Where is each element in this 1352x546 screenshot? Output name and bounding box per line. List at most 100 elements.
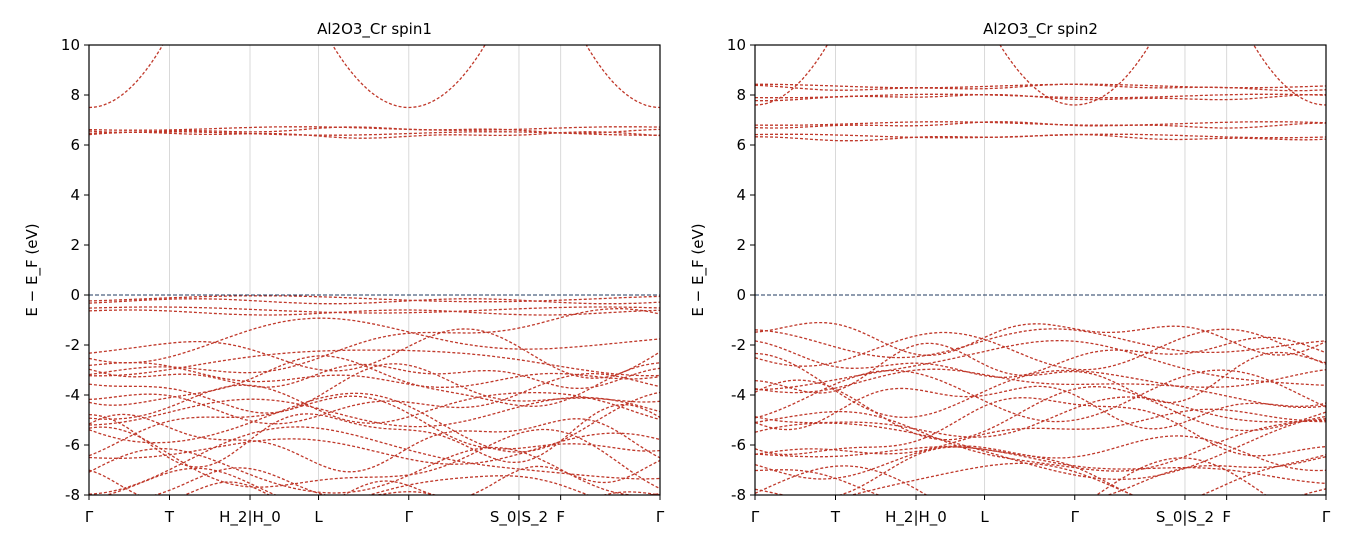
band-line [755, 45, 828, 106]
band-line [755, 397, 1326, 457]
band-line [755, 379, 1326, 441]
panel-title: Al2O3_Cr spin1 [317, 20, 432, 39]
band-line [755, 446, 1326, 485]
band-line [755, 408, 1326, 455]
y-tick-label: 2 [70, 236, 80, 254]
x-tick-label: Γ [656, 508, 665, 526]
band-line [89, 328, 660, 379]
x-axis-ticks: Γ T H_2|H_0 L Γ S_0|S_2 F Γ [751, 495, 1331, 527]
band-line [755, 410, 1326, 472]
band-line [755, 396, 1326, 438]
y-tick-label: -4 [731, 386, 746, 404]
band-line [755, 369, 1326, 423]
band-line [999, 45, 1151, 106]
band-line [755, 435, 1326, 480]
band-line [89, 363, 660, 390]
band-line [89, 361, 660, 388]
band-line [89, 404, 660, 468]
high-symmetry-lines [835, 45, 1228, 495]
band-line [89, 298, 660, 305]
band-line [89, 306, 660, 314]
y-tick-label: -2 [65, 336, 80, 354]
band-lines [755, 45, 1326, 495]
y-tick-label: 8 [70, 86, 80, 104]
panel-spin2: Al2O3_Cr spin2 10 8 6 4 2 0 -2 -4 -6 -8 Γ T H_2|H_0… [689, 20, 1331, 527]
y-tick-label: -4 [65, 386, 80, 404]
x-tick-label: F [556, 508, 565, 526]
x-axis-ticks: Γ T H_2|H_0 L Γ S_0|S_2 F Γ [85, 495, 665, 527]
band-line [89, 426, 660, 490]
y-tick-label: 10 [61, 36, 80, 54]
band-line [585, 45, 660, 109]
band-line [89, 432, 660, 465]
x-tick-label: Γ [405, 508, 414, 526]
x-tick-label: F [1222, 508, 1231, 526]
x-tick-label: S_0|S_2 [1156, 508, 1214, 527]
band-line [89, 395, 660, 457]
y-tick-label: 8 [736, 86, 746, 104]
band-line [89, 396, 660, 428]
x-tick-label: Γ [85, 508, 94, 526]
x-tick-label: Γ [751, 508, 760, 526]
y-tick-label: 0 [70, 286, 80, 304]
panel-title: Al2O3_Cr spin2 [983, 20, 1098, 39]
band-line [755, 83, 1326, 89]
band-line [89, 391, 660, 453]
band-line [755, 328, 1326, 359]
panel-spin1: Al2O3_Cr spin1 10 8 6 4 2 0 -2 -4 -6 -8 Γ T H_2|H_0… [23, 20, 665, 527]
y-tick-label: 4 [70, 186, 80, 204]
y-axis-ticks: 10 8 6 4 2 0 -2 -4 -6 -8 [61, 36, 89, 504]
band-line [755, 385, 1326, 431]
band-line [755, 368, 1326, 394]
band-line [755, 352, 1326, 419]
x-tick-label: Γ [1071, 508, 1080, 526]
band-line [89, 413, 660, 473]
y-axis-label: E − E_F (eV) [23, 223, 42, 316]
y-tick-label: 6 [736, 136, 746, 154]
band-line [331, 45, 486, 109]
y-tick-label: 0 [736, 286, 746, 304]
band-line [89, 308, 660, 376]
band-line [89, 384, 660, 424]
band-lines [89, 45, 660, 495]
axes-frame [754, 44, 1327, 496]
band-line [89, 446, 660, 495]
y-tick-label: -6 [65, 436, 80, 454]
band-line [849, 462, 1326, 495]
band-line [755, 328, 1326, 371]
band-line [755, 415, 1326, 480]
band-line [89, 355, 660, 407]
band-line [89, 317, 660, 364]
y-tick-label: -8 [731, 486, 746, 504]
band-line [89, 459, 660, 495]
band-line [755, 121, 1326, 129]
y-tick-label: 4 [736, 186, 746, 204]
y-axis-ticks: 10 8 6 4 2 0 -2 -4 -6 -8 [727, 36, 755, 504]
band-line [89, 349, 660, 377]
band-line [104, 467, 590, 495]
band-line [89, 126, 660, 134]
band-line [89, 295, 660, 303]
y-tick-label: -2 [731, 336, 746, 354]
y-axis-label: E − E_F (eV) [689, 223, 708, 316]
x-tick-label: L [314, 508, 323, 526]
band-line [89, 126, 660, 131]
band-line [755, 456, 1326, 495]
band-line [755, 93, 1326, 102]
x-tick-label: H_2|H_0 [219, 508, 281, 527]
band-line [89, 426, 660, 495]
band-line [755, 339, 1326, 391]
band-line [89, 467, 660, 495]
x-tick-label: S_0|S_2 [490, 508, 548, 527]
band-line [89, 372, 660, 425]
band-line [755, 133, 1326, 139]
band-line [755, 336, 1326, 378]
y-tick-label: 6 [70, 136, 80, 154]
x-tick-label: Γ [1322, 508, 1331, 526]
high-symmetry-lines [169, 45, 562, 495]
x-tick-label: T [164, 508, 175, 526]
x-tick-label: L [980, 508, 989, 526]
band-line [1253, 45, 1326, 106]
band-line [89, 45, 164, 109]
